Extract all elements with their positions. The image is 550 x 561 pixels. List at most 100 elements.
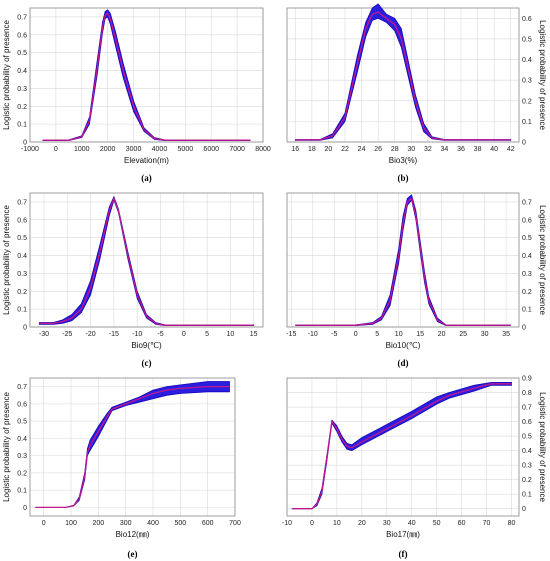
x-tick-label: -10 — [132, 331, 142, 338]
y-tick-label: 0.7 — [522, 199, 532, 206]
x-tick-label: 0 — [42, 520, 46, 527]
x-tick-label: 50 — [433, 520, 441, 527]
x-axis-label: Bio10(℃) — [386, 341, 421, 350]
x-tick-label: -30 — [39, 331, 49, 338]
x-tick-label: 30 — [407, 146, 415, 153]
x-tick-label: 40 — [408, 520, 416, 527]
x-tick-label: -5 — [157, 331, 163, 338]
y-tick-label: 0.5 — [522, 235, 532, 242]
panel-caption: (b) — [398, 173, 409, 183]
y-axis-label: Logistic probability of presence — [2, 20, 11, 130]
x-tick-label: 15 — [250, 331, 258, 338]
x-tick-label: 500 — [174, 520, 186, 527]
x-tick-label: 0 — [54, 146, 58, 153]
y-tick-label: 0.3 — [17, 86, 27, 93]
series-mean-line — [35, 385, 230, 509]
y-tick-label: 0.8 — [522, 390, 532, 397]
x-tick-label: 22 — [341, 146, 349, 153]
chart-panel-f: -10 0 10 20 30 40 50 60 70 80 0 0.1 0.2 0.3 0.4 0.5 0.6 0… — [275, 370, 550, 561]
y-axis-label: Logistic probability of presence — [538, 20, 547, 130]
x-tick-label: 1000 — [74, 146, 90, 153]
y-tick-label: 0.7 — [17, 199, 27, 206]
series-mean-line — [39, 197, 254, 326]
series-mean-line — [42, 12, 251, 141]
y-axis-label: Logistic probability of presence — [2, 205, 11, 315]
panel-caption: (f) — [399, 549, 408, 559]
x-tick-label: 5000 — [178, 146, 194, 153]
x-tick-label: 300 — [120, 520, 132, 527]
chart-svg-c: -30 -25 -20 -15 -10 -5 0 5 10 15 0 0.1 0.2 0.3 0.4 0.5 0… — [2, 192, 264, 368]
x-tick-label: 2000 — [100, 146, 116, 153]
y-tick-label: 0.1 — [522, 307, 532, 314]
y-tick-label: 0.4 — [17, 68, 27, 75]
x-tick-label: 60 — [458, 520, 466, 527]
x-tick-label: 700 — [229, 520, 241, 527]
x-tick-label: 5 — [375, 331, 379, 338]
y-tick-label: 0.5 — [17, 419, 27, 426]
x-tick-label: 80 — [508, 520, 516, 527]
y-tick-label: 0.1 — [17, 122, 27, 129]
chart-svg-d: -15 -10 -5 0 5 10 15 20 25 30 35 0 0.1 0.2 0.3 0.4 0.5 0.… — [286, 192, 547, 368]
x-tick-label: 34 — [441, 146, 449, 153]
x-tick-label: 0 — [310, 520, 314, 527]
x-tick-label: -10 — [282, 520, 292, 527]
y-tick-label: 0.2 — [17, 104, 27, 111]
panel-caption: (a) — [141, 173, 152, 183]
y-tick-label: 0 — [522, 506, 526, 513]
y-tick-label: 0 — [522, 140, 526, 147]
x-tick-label: -10 — [308, 331, 318, 338]
x-tick-label: 6000 — [203, 146, 219, 153]
chart-svg-e: 0 100 200 300 400 500 600 700 0 0.1 0.2 0.3 0.4 0.5 0.… — [2, 377, 241, 559]
y-tick-label: 0.4 — [17, 253, 27, 260]
x-axis-label: Bio9(℃) — [131, 341, 162, 350]
y-tick-label: 0 — [23, 505, 27, 512]
x-tick-label: 10 — [333, 520, 341, 527]
x-tick-label: 600 — [202, 520, 214, 527]
chart-panel-b: 16 18 20 22 24 26 28 30 32 34 36 38 40 42 0 0.1 0.2 0.3 0.… — [275, 0, 550, 185]
plot-frame — [286, 7, 520, 143]
x-tick-label: 8000 — [255, 146, 271, 153]
x-tick-label: 70 — [483, 520, 491, 527]
plot-area — [287, 8, 519, 142]
y-tick-label: 0 — [23, 140, 27, 147]
x-tick-label: 30 — [481, 331, 489, 338]
y-tick-label: 0.7 — [17, 384, 27, 391]
chart-svg-f: -10 0 10 20 30 40 50 60 70 80 0 0.1 0.2 0.3 0.4 0.5 0.6 0… — [282, 376, 547, 560]
y-tick-label: 0.3 — [522, 463, 532, 470]
plot-frame — [29, 377, 236, 517]
y-tick-label: 0.6 — [522, 16, 532, 23]
x-tick-label: 40 — [490, 146, 498, 153]
plot-frame — [29, 192, 264, 328]
x-tick-label: 16 — [291, 146, 299, 153]
x-tick-label: 200 — [92, 520, 104, 527]
x-tick-label: 35 — [502, 331, 510, 338]
chart-panel-d: -15 -10 -5 0 5 10 15 20 25 30 35 0 0.1 0.2 0.3 0.4 0.5 0.… — [275, 185, 550, 370]
x-tick-label: 15 — [416, 331, 424, 338]
x-tick-label: 20 — [358, 520, 366, 527]
y-tick-label: 0.1 — [522, 492, 532, 499]
y-tick-label: 0.2 — [522, 477, 532, 484]
y-tick-label: 0.7 — [522, 405, 532, 412]
chart-panel-e: 0 100 200 300 400 500 600 700 0 0.1 0.2 0.3 0.4 0.5 0.… — [0, 370, 275, 561]
y-tick-label: 0.4 — [522, 57, 532, 64]
y-tick-label: 0.9 — [522, 376, 532, 383]
series-mean-line — [295, 11, 511, 141]
series-mean-line — [295, 197, 511, 326]
y-tick-label: 0.3 — [17, 271, 27, 278]
x-tick-label: 30 — [383, 520, 391, 527]
y-tick-label: 0.5 — [17, 235, 27, 242]
y-tick-label: 0.6 — [17, 32, 27, 39]
x-tick-label: 10 — [226, 331, 234, 338]
y-tick-label: 0.1 — [17, 307, 27, 314]
x-tick-label: 36 — [457, 146, 465, 153]
y-tick-label: 0.6 — [522, 217, 532, 224]
y-tick-label: 0.3 — [17, 453, 27, 460]
x-tick-label: 400 — [147, 520, 159, 527]
x-tick-label: 25 — [459, 331, 467, 338]
y-axis-label: Logistic probability of presence — [538, 205, 547, 315]
x-tick-label: 7000 — [229, 146, 245, 153]
y-tick-label: 0 — [23, 325, 27, 332]
x-tick-label: 4000 — [152, 146, 168, 153]
y-tick-label: 0.4 — [522, 253, 532, 260]
